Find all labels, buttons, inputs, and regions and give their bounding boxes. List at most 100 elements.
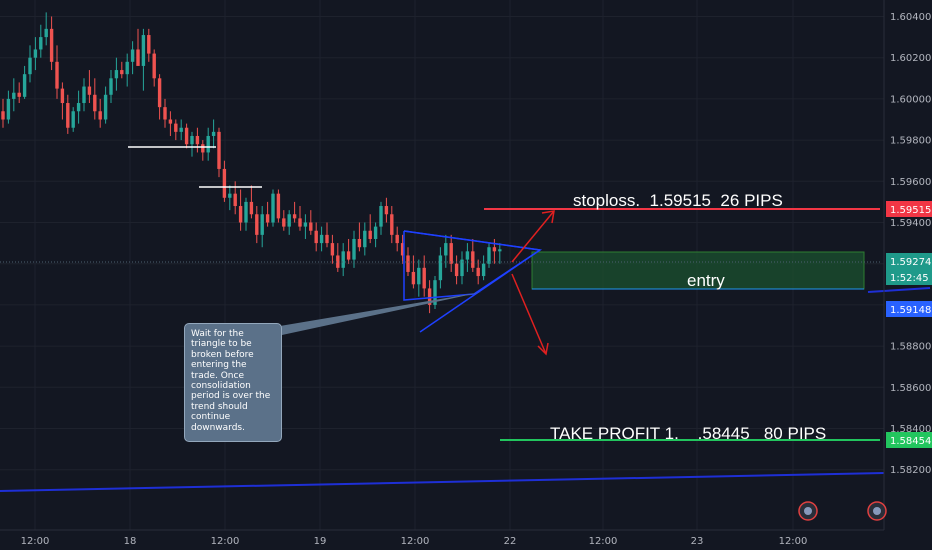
time-tick-label: 12:00 bbox=[589, 536, 618, 547]
candle bbox=[211, 119, 216, 149]
candle bbox=[357, 222, 362, 252]
candle bbox=[373, 222, 378, 248]
candle bbox=[125, 53, 129, 87]
candle bbox=[471, 238, 475, 272]
arrow-down-target bbox=[511, 273, 549, 356]
svg-text:1.59274: 1.59274 bbox=[890, 257, 931, 268]
triangle-lower-edge bbox=[419, 249, 541, 333]
candle bbox=[136, 28, 140, 66]
candle bbox=[465, 243, 470, 272]
flag-marker-icon[interactable] bbox=[867, 501, 887, 521]
candle bbox=[379, 201, 383, 235]
candle bbox=[66, 94, 70, 134]
candle bbox=[82, 78, 86, 112]
price-tick-label: 1.59400 bbox=[890, 218, 931, 229]
candle bbox=[103, 86, 108, 124]
candle bbox=[319, 226, 324, 252]
take-profit-label: TAKE PROFIT 1. .58445 80 PIPS bbox=[550, 424, 826, 443]
candle bbox=[346, 238, 351, 264]
event-marker-icon[interactable] bbox=[798, 501, 818, 521]
candle bbox=[222, 160, 227, 202]
candle bbox=[17, 82, 21, 104]
arrow-up-stoploss bbox=[511, 210, 555, 263]
grid-lines bbox=[0, 0, 884, 530]
candle bbox=[28, 45, 32, 83]
candle bbox=[411, 255, 416, 289]
trade-note-callout: Wait for the triangle to be broken befor… bbox=[184, 323, 282, 442]
candle bbox=[190, 131, 194, 157]
candle bbox=[201, 140, 205, 161]
candle bbox=[444, 234, 448, 268]
candle bbox=[76, 90, 81, 124]
trend-line bbox=[0, 472, 885, 492]
svg-text:1:52:45: 1:52:45 bbox=[890, 273, 929, 284]
candle bbox=[157, 74, 162, 120]
candle bbox=[244, 197, 248, 231]
candle bbox=[363, 222, 367, 256]
time-tick-label: 23 bbox=[691, 536, 704, 547]
time-tick-label: 12:00 bbox=[401, 536, 430, 547]
candle bbox=[298, 206, 302, 231]
stoploss-price-badge: 1.59515 bbox=[886, 201, 932, 217]
take-profit-price-badge: 1.58454 bbox=[886, 432, 932, 448]
candle bbox=[276, 189, 281, 223]
candle bbox=[60, 82, 65, 120]
price-tick-label: 1.60000 bbox=[890, 94, 931, 105]
triangle-upper-edge bbox=[403, 230, 541, 251]
candle bbox=[384, 197, 389, 223]
svg-text:1.59148: 1.59148 bbox=[890, 305, 931, 316]
time-axis[interactable]: 12:00 18 12:00 19 12:00 22 12:00 23 12:00 bbox=[0, 529, 884, 547]
candle bbox=[330, 234, 335, 264]
candle bbox=[93, 78, 97, 120]
price-tick-label: 1.58600 bbox=[890, 383, 931, 394]
entry-price-badge: 1.59148 bbox=[886, 301, 932, 317]
candle bbox=[1, 98, 5, 128]
candle bbox=[282, 210, 286, 231]
candles bbox=[1, 12, 502, 314]
price-tick-label: 1.60400 bbox=[890, 12, 931, 23]
price-tick-label: 1.58400 bbox=[890, 424, 931, 435]
time-tick-label: 12:00 bbox=[211, 536, 240, 547]
candle bbox=[368, 214, 372, 244]
candle bbox=[249, 185, 254, 219]
candle bbox=[6, 90, 11, 124]
candle bbox=[168, 111, 173, 136]
candle bbox=[265, 201, 270, 227]
candle bbox=[303, 214, 308, 239]
candle bbox=[438, 247, 443, 289]
price-tick-label: 1.58800 bbox=[890, 342, 931, 353]
entry-label: entry bbox=[687, 271, 725, 290]
candle bbox=[228, 185, 232, 211]
candle bbox=[481, 255, 486, 281]
candle bbox=[325, 222, 329, 248]
candle bbox=[206, 127, 210, 161]
price-tick-label: 1.59800 bbox=[890, 136, 931, 147]
candle bbox=[395, 226, 399, 252]
candle bbox=[336, 243, 340, 272]
candle bbox=[341, 243, 345, 277]
candle bbox=[49, 16, 54, 71]
candle bbox=[55, 45, 59, 99]
candle bbox=[71, 107, 75, 132]
price-tick-label: 1.60200 bbox=[890, 53, 931, 64]
candle bbox=[487, 243, 491, 268]
candle bbox=[22, 65, 27, 99]
candle bbox=[292, 201, 297, 223]
candle bbox=[98, 98, 102, 128]
candle bbox=[174, 119, 178, 141]
trend-line-right bbox=[867, 287, 931, 293]
candle bbox=[309, 210, 313, 235]
candle bbox=[87, 70, 92, 104]
candle bbox=[260, 206, 264, 248]
candle bbox=[109, 70, 113, 104]
candle bbox=[163, 98, 167, 128]
candle bbox=[476, 259, 480, 285]
candle bbox=[217, 127, 221, 178]
candle bbox=[12, 78, 16, 112]
candle bbox=[417, 259, 421, 297]
candle bbox=[147, 28, 151, 62]
candle bbox=[498, 243, 502, 264]
callout-pointer bbox=[268, 292, 482, 338]
candle bbox=[141, 28, 146, 91]
